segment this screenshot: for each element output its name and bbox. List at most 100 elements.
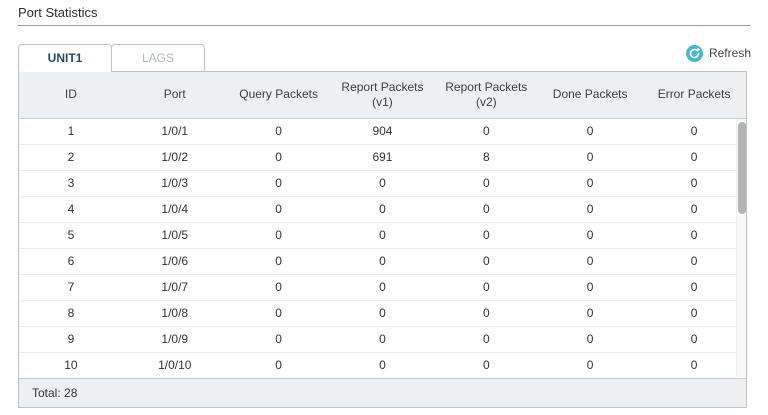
table-cell: 0: [642, 222, 746, 249]
table-cell: 4: [19, 196, 123, 223]
table-cell: 0: [538, 326, 643, 353]
column-header-query-packets: Query Packets: [226, 72, 331, 119]
table-cell: 1/0/7: [122, 274, 227, 301]
table-row: 1 1/0/1 0 904 0 0 0: [19, 118, 746, 145]
title-divider: [17, 25, 751, 26]
refresh-button[interactable]: Refresh: [685, 44, 751, 62]
table-cell: 0: [642, 118, 746, 145]
table-cell: 0: [226, 144, 331, 171]
table-cell: 0: [226, 300, 331, 327]
table-cell: 1: [19, 118, 123, 145]
table-cell: 1/0/8: [122, 300, 227, 327]
table-cell: 0: [330, 300, 435, 327]
table-cell: 1/0/10: [122, 352, 227, 378]
table-cell: 0: [434, 274, 539, 301]
column-header-port: Port: [122, 72, 227, 119]
table-cell: 0: [538, 118, 643, 145]
table-cell: 0: [538, 274, 643, 301]
table-cell: 0: [434, 326, 539, 353]
tab-bar: UNIT1 LAGS: [18, 44, 205, 72]
page-title: Port Statistics: [18, 5, 98, 20]
table-cell: 0: [538, 170, 643, 197]
table-row: 10 1/0/10 0 0 0 0 0: [19, 352, 746, 378]
column-header-report-packets-v2: Report Packets (v2): [434, 72, 539, 119]
table-row: 8 1/0/8 0 0 0 0 0: [19, 300, 746, 327]
table-cell: 0: [538, 196, 643, 223]
table-row: 6 1/0/6 0 0 0 0 0: [19, 248, 746, 275]
table-cell: 0: [642, 274, 746, 301]
table-cell: 0: [642, 352, 746, 378]
table-cell: 8: [19, 300, 123, 327]
column-header-error-packets: Error Packets: [642, 72, 746, 119]
column-header-id: ID: [19, 72, 123, 119]
table-cell: 2: [19, 144, 123, 171]
table-cell: 0: [226, 196, 331, 223]
total-count-label: Total: 28: [32, 386, 78, 400]
table-cell: 1/0/3: [122, 170, 227, 197]
table-body: 1 1/0/1 0 904 0 0 0 2 1/0/2 0 691 8 0 0 3 1/0/3 0 0 0 0 0 4 1/…: [19, 118, 746, 378]
table-cell: 0: [642, 300, 746, 327]
table-cell: 0: [330, 274, 435, 301]
table-header: ID Port Query Packets Report Packets (v1)…: [19, 72, 746, 119]
table-cell: 1/0/1: [122, 118, 227, 145]
table-cell: 0: [434, 352, 539, 378]
table-cell: 0: [434, 248, 539, 275]
table-cell: 0: [434, 118, 539, 145]
table-cell: 904: [330, 118, 435, 145]
table-cell: 0: [538, 144, 643, 171]
table-cell: 0: [538, 222, 643, 249]
port-statistics-table: ID Port Query Packets Report Packets (v1)…: [19, 72, 746, 378]
table-cell: 3: [19, 170, 123, 197]
table-cell: 0: [330, 222, 435, 249]
table-row: 5 1/0/5 0 0 0 0 0: [19, 222, 746, 249]
table-cell: 0: [330, 196, 435, 223]
table-scrollbar-track[interactable]: [736, 119, 746, 377]
table-cell: 0: [434, 196, 539, 223]
table-cell: 1/0/6: [122, 248, 227, 275]
table-cell: 8: [434, 144, 539, 171]
tab-lags[interactable]: LAGS: [111, 44, 205, 72]
table-cell: 7: [19, 274, 123, 301]
table-cell: 0: [642, 326, 746, 353]
table-cell: 0: [642, 248, 746, 275]
table-cell: 1/0/9: [122, 326, 227, 353]
table-cell: 10: [19, 352, 123, 378]
tab-unit1[interactable]: UNIT1: [18, 44, 112, 72]
table-cell: 0: [226, 352, 331, 378]
table-row: 3 1/0/3 0 0 0 0 0: [19, 170, 746, 197]
table-cell: 0: [330, 326, 435, 353]
table-cell: 0: [330, 352, 435, 378]
table-cell: 0: [226, 170, 331, 197]
column-header-done-packets: Done Packets: [538, 72, 643, 119]
table-cell: 0: [226, 222, 331, 249]
table-cell: 0: [226, 274, 331, 301]
table-cell: 9: [19, 326, 123, 353]
table-cell: 0: [330, 248, 435, 275]
table-cell: 0: [538, 248, 643, 275]
refresh-label: Refresh: [708, 46, 751, 60]
statistics-panel: ID Port Query Packets Report Packets (v1)…: [18, 71, 747, 408]
table-row: 2 1/0/2 0 691 8 0 0: [19, 144, 746, 171]
table-cell: 5: [19, 222, 123, 249]
table-footer: Total: 28: [19, 378, 746, 407]
table-cell: 1/0/2: [122, 144, 227, 171]
table-cell: 0: [434, 300, 539, 327]
table-cell: 0: [434, 170, 539, 197]
table-cell: 0: [226, 248, 331, 275]
table-scrollbar-thumb[interactable]: [738, 122, 746, 214]
table-cell: 0: [642, 196, 746, 223]
table-cell: 0: [226, 118, 331, 145]
table-cell: 0: [538, 352, 643, 378]
table-cell: 0: [226, 326, 331, 353]
table-cell: 6: [19, 248, 123, 275]
table-cell: 0: [538, 300, 643, 327]
table-cell: 0: [330, 170, 435, 197]
refresh-icon: [685, 44, 703, 62]
table-row: 7 1/0/7 0 0 0 0 0: [19, 274, 746, 301]
table-row: 9 1/0/9 0 0 0 0 0: [19, 326, 746, 353]
table-cell: 0: [642, 170, 746, 197]
table-cell: 0: [434, 222, 539, 249]
table-row: 4 1/0/4 0 0 0 0 0: [19, 196, 746, 223]
table-cell: 1/0/4: [122, 196, 227, 223]
